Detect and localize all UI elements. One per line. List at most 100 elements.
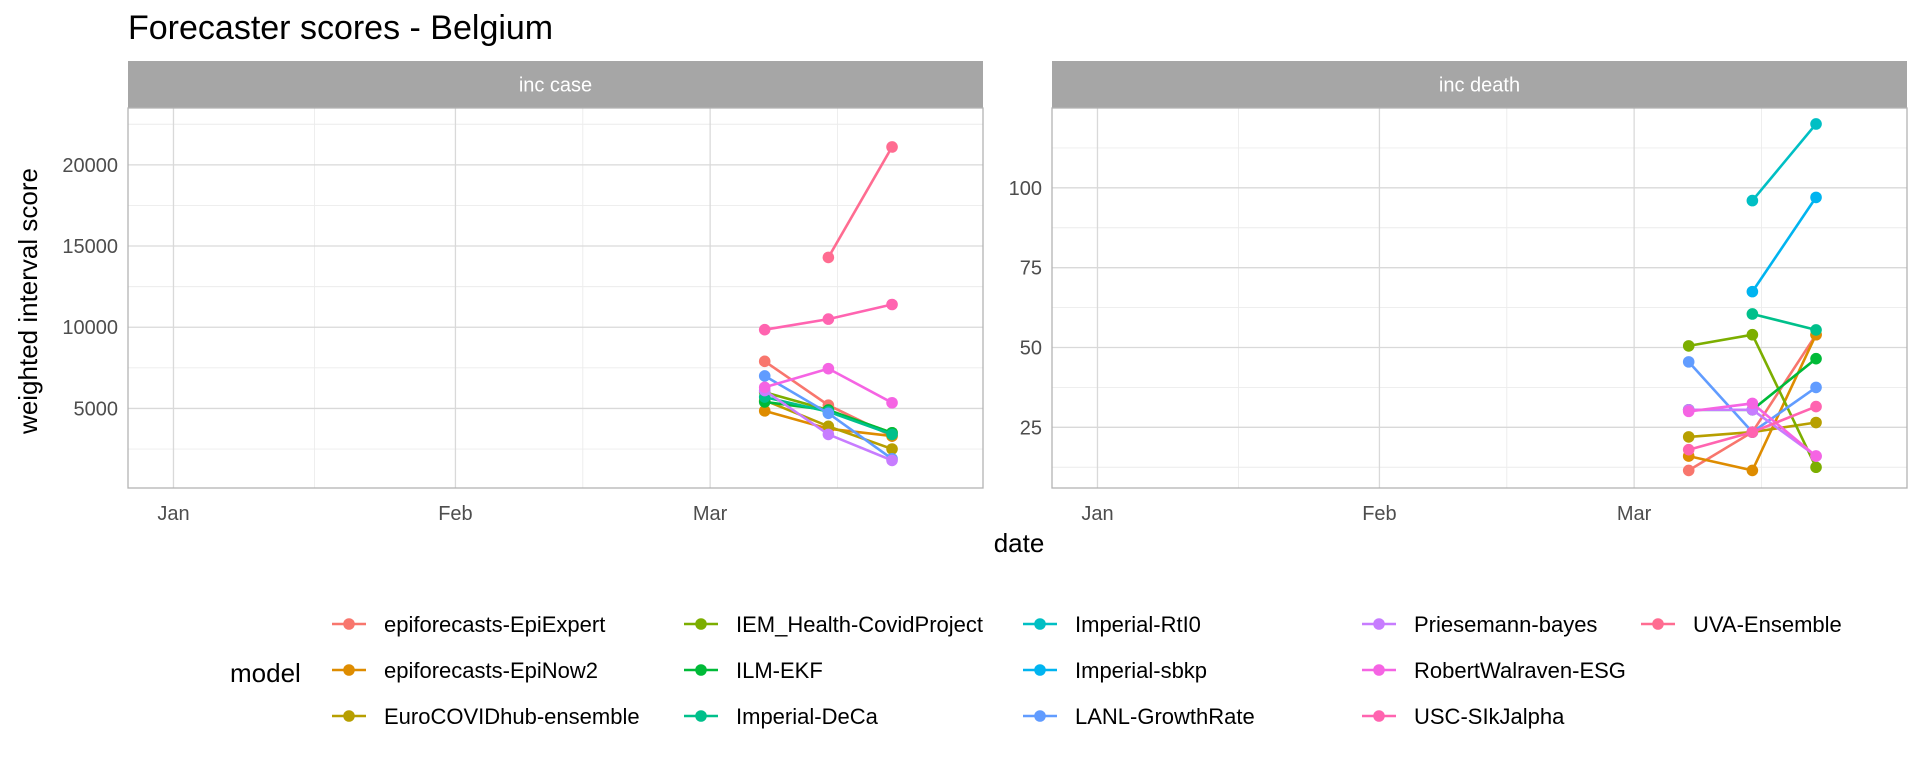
- series-imperial-deca: [1746, 308, 1822, 336]
- legend-key-point: [1034, 710, 1046, 722]
- series-usc-sikjalpha: [1682, 400, 1822, 456]
- y-tick-label: 25: [1020, 417, 1042, 439]
- legend-key-point: [1373, 664, 1385, 676]
- series-usc-sikjalpha: [758, 298, 898, 336]
- data-point-usc-sikjalpha: [1682, 443, 1695, 456]
- data-point-priesemann-bayes: [822, 428, 835, 441]
- data-point-robertwalraven-esg: [1810, 450, 1822, 462]
- data-point-imperial-rti0: [1746, 194, 1759, 207]
- legend-item-robertwalraven-esg: RobertWalraven-ESG: [1362, 658, 1626, 683]
- data-point-epiforecasts-epinow2: [758, 405, 771, 417]
- data-point-eurocovidhub-ensemble: [822, 420, 835, 433]
- series-robertwalraven-esg: [758, 362, 898, 409]
- series-imperial-sbkp: [1746, 191, 1822, 298]
- data-point-usc-sikjalpha: [758, 323, 771, 336]
- legend-key-point: [1373, 618, 1385, 630]
- data-point-lanl-growthrate: [758, 370, 771, 382]
- legend-key-point: [695, 710, 707, 722]
- data-point-eurocovidhub-ensemble: [886, 443, 898, 455]
- legend-label: epiforecasts-EpiExpert: [384, 612, 605, 637]
- legend-label: UVA-Ensemble: [1693, 612, 1842, 637]
- legend-key-point: [1652, 618, 1664, 630]
- series-iem-health-covidproject: [1682, 328, 1822, 474]
- x-tick-label: Jan: [157, 503, 189, 525]
- data-point-usc-sikjalpha: [886, 298, 898, 311]
- y-tick-label: 10000: [62, 317, 118, 339]
- series-epiforecasts-epinow2: [1682, 328, 1822, 477]
- data-point-robertwalraven-esg: [886, 396, 898, 409]
- legend-key-point: [1373, 710, 1385, 722]
- legend-item-iem-health-covidproject: IEM_Health-CovidProject: [684, 612, 983, 637]
- legend-key-point: [695, 664, 707, 676]
- data-point-epiforecasts-epinow2: [1746, 464, 1759, 477]
- data-point-eurocovidhub-ensemble: [1682, 431, 1695, 443]
- legend-label: epiforecasts-EpiNow2: [384, 658, 598, 683]
- legend-item-imperial-sbkp: Imperial-sbkp: [1023, 658, 1207, 683]
- legend-item-ilm-ekf: ILM-EKF: [684, 658, 823, 683]
- data-point-uva-ensemble: [886, 141, 898, 153]
- facet-panel-inc-case: inc case 5000 10000 15000 20000 Jan Feb Mar: [62, 61, 984, 525]
- series-uva-ensemble: [822, 141, 898, 264]
- data-point-uva-ensemble: [822, 251, 835, 264]
- legend-item-epiforecasts-epinow2: epiforecasts-EpiNow2: [332, 658, 598, 683]
- data-point-epiforecasts-epiexpert: [1682, 464, 1695, 477]
- legend-label: Imperial-DeCa: [736, 704, 879, 729]
- legend-item-uva-ensemble: UVA-Ensemble: [1641, 612, 1842, 637]
- facet-strip: [1052, 61, 1907, 108]
- x-tick-label: Mar: [693, 503, 728, 525]
- facet-strip-label: inc death: [1439, 75, 1520, 97]
- x-axis-title: date: [994, 528, 1045, 558]
- legend-key-point: [343, 664, 355, 676]
- data-point-priesemann-bayes: [886, 454, 898, 467]
- data-point-ilm-ekf: [1810, 352, 1822, 365]
- data-point-usc-sikjalpha: [822, 313, 835, 325]
- data-point-lanl-growthrate: [1810, 381, 1822, 394]
- x-tick-label: Jan: [1081, 503, 1113, 525]
- chart-title: Forecaster scores - Belgium: [128, 9, 553, 47]
- legend-item-imperial-rti0: Imperial-RtI0: [1023, 612, 1201, 637]
- legend-label: IEM_Health-CovidProject: [736, 612, 983, 637]
- legend-key-point: [343, 710, 355, 722]
- legend-label: Priesemann-bayes: [1414, 612, 1597, 637]
- x-tick-label: Feb: [438, 503, 472, 525]
- panel-border: [127, 107, 984, 489]
- y-tick-label: 50: [1020, 337, 1042, 359]
- legend-item-usc-sikjalpha: USC-SIkJalpha: [1362, 704, 1565, 729]
- y-tick-label: 15000: [62, 236, 118, 258]
- y-tick-label: 20000: [62, 155, 118, 177]
- data-point-robertwalraven-esg: [1746, 397, 1759, 410]
- legend-label: USC-SIkJalpha: [1414, 704, 1565, 729]
- legend-key-point: [343, 618, 355, 630]
- legend-item-eurocovidhub-ensemble: EuroCOVIDhub-ensemble: [332, 704, 640, 729]
- facet-strip: [128, 61, 983, 108]
- data-point-usc-sikjalpha: [1746, 426, 1759, 438]
- legend-title: model: [230, 658, 301, 688]
- data-point-robertwalraven-esg: [1682, 405, 1695, 418]
- series-robertwalraven-esg: [1682, 397, 1822, 462]
- legend: epiforecasts-EpiExpert epiforecasts-EpiNo…: [332, 612, 1842, 729]
- facet-strip-label: inc case: [519, 75, 592, 97]
- series-line-imperial-sbkp: [1751, 196, 1818, 293]
- legend-key-point: [1034, 664, 1046, 676]
- data-point-imperial-deca: [1810, 324, 1822, 336]
- data-point-iem-health-covidproject: [1746, 328, 1759, 341]
- data-point-epiforecasts-epiexpert: [758, 355, 771, 368]
- data-point-imperial-deca: [1746, 308, 1759, 320]
- facet-panel-inc-death: inc death 25 50 75 100 Jan Feb Mar: [1009, 61, 1908, 525]
- y-tick-label: 100: [1009, 178, 1042, 200]
- data-point-imperial-sbkp: [1810, 191, 1822, 204]
- legend-label: ILM-EKF: [736, 658, 823, 683]
- series-imperial-rti0: [1746, 118, 1822, 207]
- data-point-imperial-deca: [886, 428, 898, 441]
- data-point-iem-health-covidproject: [1810, 461, 1822, 474]
- legend-label: EuroCOVIDhub-ensemble: [384, 704, 640, 729]
- series-line-imperial-rti0: [1751, 123, 1818, 202]
- y-axis-title: weighted interval score: [13, 168, 43, 435]
- data-point-eurocovidhub-ensemble: [1810, 416, 1822, 429]
- legend-item-priesemann-bayes: Priesemann-bayes: [1362, 612, 1597, 637]
- data-point-lanl-growthrate: [822, 407, 835, 420]
- y-tick-label: 75: [1020, 258, 1042, 280]
